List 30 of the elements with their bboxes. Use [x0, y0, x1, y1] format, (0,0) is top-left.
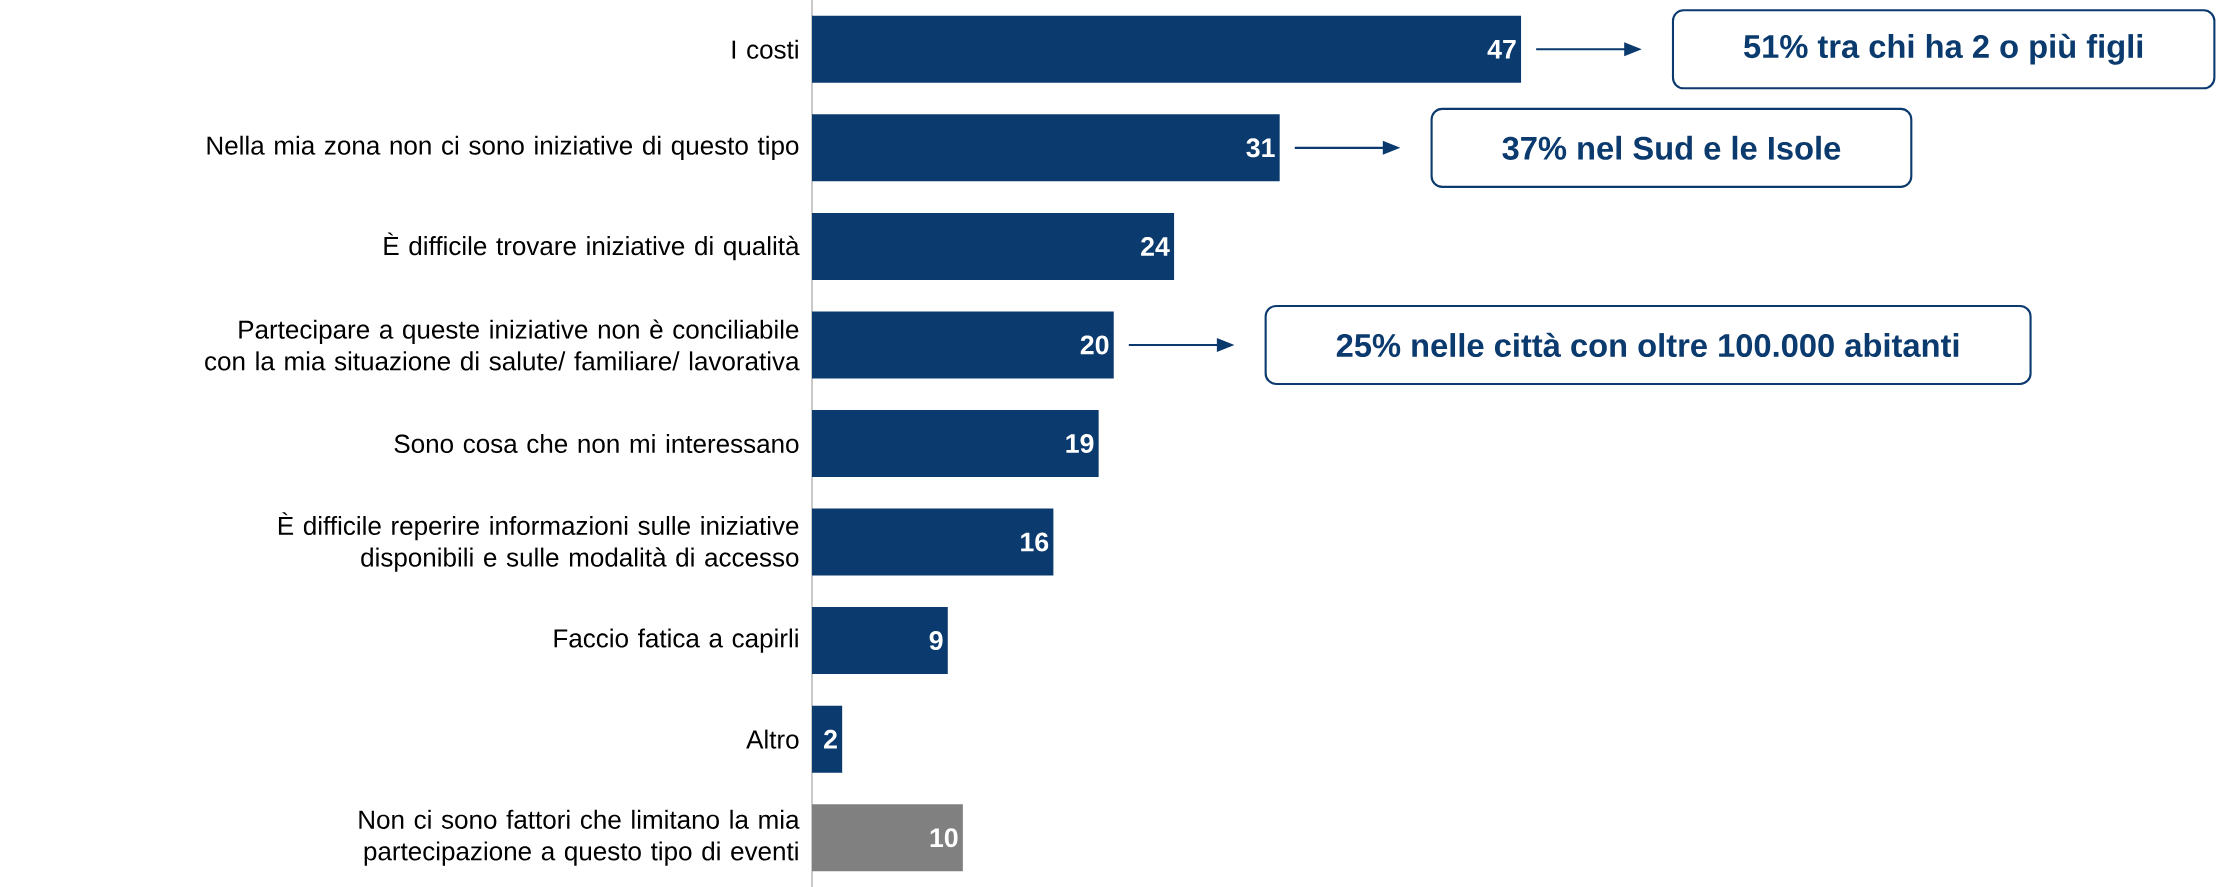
bar — [812, 15, 1522, 83]
data-label: 31 — [1246, 138, 1275, 158]
text: 51% tra chi ha 2 o più figli — [1743, 33, 2143, 65]
data-label: 47 — [1487, 40, 1516, 59]
y-tick-label: Partecipare a queste iniziative non è conciliabile con la mia situazione di salute/ familiare/ lavorativa — [205, 319, 800, 371]
data-label: 24 — [1141, 237, 1170, 256]
bar — [812, 804, 963, 872]
bar — [812, 212, 1175, 280]
y-tick-label: È difficile trovare iniziative di qualità — [384, 232, 800, 261]
y-tick-label: Non ci sono fattori che limitano la mia partecipazione a questo tipo di eventi — [359, 809, 800, 866]
y-tick-label: È difficile reperire informazioni sulle iniziative disponibili e sulle modalità di accesso — [278, 512, 799, 572]
y-tick-label: Sono cosa che non mi interessano — [394, 433, 799, 454]
data-label: 10 — [930, 828, 958, 848]
bar — [812, 607, 948, 675]
y-tick-label: Nella mia zona non ci sono iniziative di questo tipo — [207, 135, 799, 160]
data-label: 20 — [1080, 335, 1109, 355]
data-label: 19 — [1066, 434, 1094, 453]
y-tick-label: I costi — [732, 39, 798, 59]
bar — [812, 508, 1054, 576]
annotation: 37% nel Sud e le Isole — [1502, 135, 1841, 160]
data-label: 9 — [929, 631, 943, 651]
bar — [812, 311, 1114, 379]
annotation: 25% nelle città con oltre 100.000 abitanti — [1336, 332, 1959, 358]
bar — [812, 705, 843, 773]
bar — [812, 409, 1099, 478]
y-tick-label: Faccio fatica a capirli — [554, 628, 798, 653]
data-label: 2 — [824, 729, 837, 749]
y-tick-label: Altro — [746, 729, 799, 749]
bar — [812, 114, 1280, 182]
data-label: 16 — [1021, 532, 1049, 552]
